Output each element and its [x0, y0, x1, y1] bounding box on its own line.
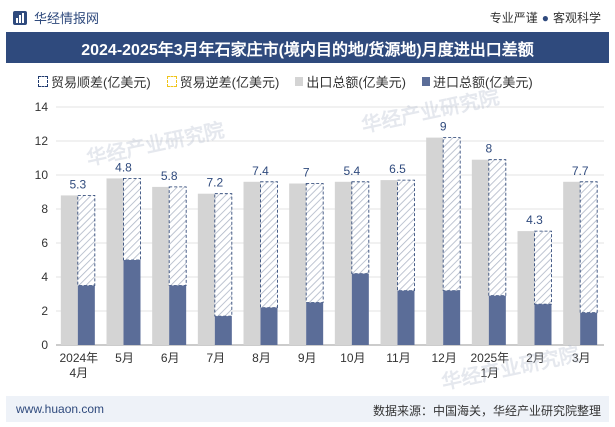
surplus-data-label: 4.3 [526, 213, 543, 227]
footer: www.huaon.com 数据来源：中国海关，华经产业研究院整理 [6, 396, 609, 422]
surplus-bar [579, 181, 598, 314]
surplus-data-label: 5.8 [161, 169, 178, 183]
x-tick-label: 9月 [298, 351, 317, 365]
surplus-data-label: 5.4 [343, 164, 360, 178]
surplus-bar [442, 137, 461, 291]
surplus-data-label: 8 [485, 142, 492, 156]
import-bar [488, 295, 506, 345]
export-bar [289, 183, 307, 345]
slogan: 专业严谨 ● 客观科学 [490, 9, 601, 26]
surplus-data-label: 4.8 [115, 160, 132, 174]
export-bar [106, 178, 124, 345]
export-bar [334, 181, 352, 345]
import-bar [123, 260, 141, 345]
legend-item-import[interactable]: 进口总额(亿美元) [422, 72, 533, 91]
y-tick-label: 12 [35, 134, 49, 148]
slogan-left: 专业严谨 [489, 11, 538, 25]
export-bar [517, 231, 535, 345]
surplus-bar [534, 230, 552, 305]
surplus-bar [397, 179, 415, 291]
y-tick-label: 14 [35, 100, 49, 114]
export-bar [426, 137, 444, 345]
x-tick-label: 3月 [572, 351, 591, 365]
x-tick-label: 2月 [526, 351, 545, 365]
export-bar [60, 195, 78, 345]
brand[interactable]: 华经情报网 [12, 8, 99, 27]
footer-source: 数据来源：中国海关，华经产业研究院整理 [372, 404, 601, 418]
footer-url-link[interactable]: www.huaon.com [16, 402, 105, 416]
surplus-bar [77, 195, 96, 286]
chart-title-bar: 2024-2025年3月年石家庄市(境内目的地/货源地)月度进出口差额 [6, 32, 609, 63]
slogan-right: 客观科学 [552, 11, 601, 25]
legend-swatch-export [295, 77, 304, 86]
x-tick-label: 2024年 [59, 351, 98, 365]
surplus-data-label: 6.5 [389, 162, 406, 176]
import-bar [443, 290, 461, 345]
y-tick-label: 8 [41, 202, 48, 216]
import-bar [169, 285, 187, 345]
surplus-data-label: 7.7 [572, 164, 589, 178]
x-tick-label: 10月 [340, 351, 365, 365]
bar-chart: 5.3 4.8 5.8 7.2 7.4 7 5.4 6.5 9 8 4.3 7.7 0 2 4 6 8 10 12… [35, 100, 604, 380]
surplus-data-label: 5.3 [69, 177, 86, 191]
import-bar [260, 307, 278, 345]
x-tick-label: 4月 [69, 366, 88, 380]
export-bar [471, 159, 489, 345]
x-tick-label: 12月 [431, 351, 456, 365]
surplus-data-label: 7.2 [206, 176, 223, 190]
x-tick-label: 7月 [206, 351, 225, 365]
legend-swatch-deficit [166, 76, 177, 87]
bullet-icon: ● [541, 11, 549, 25]
chart-title: 2024-2025年3月年石家庄市(境内目的地/货源地)月度进出口差额 [81, 41, 534, 59]
import-bar [214, 316, 232, 345]
surplus-bar [260, 181, 278, 309]
y-tick-label: 6 [41, 236, 48, 250]
x-tick-label: 6月 [161, 351, 180, 365]
export-bar [243, 181, 261, 345]
export-bar [380, 180, 398, 345]
legend-item-export[interactable]: 出口总额(亿美元) [295, 72, 406, 91]
import-bar [351, 273, 369, 345]
legend-item-deficit[interactable]: 贸易逆差(亿美元) [166, 72, 280, 91]
export-bar [152, 186, 170, 345]
y-tick-label: 0 [41, 338, 48, 352]
surplus-bar [351, 181, 370, 275]
surplus-bar [168, 186, 187, 286]
legend-item-surplus[interactable]: 贸易顺差(亿美元) [38, 72, 151, 91]
x-tick-label: 11月 [386, 351, 410, 365]
chart-legend: 贸易顺差(亿美元) 贸易逆差(亿美元) 出口总额(亿美元) 进口总额(亿美元) [38, 72, 533, 91]
legend-label-deficit: 贸易逆差(亿美元) [179, 75, 280, 90]
y-tick-label: 10 [35, 168, 49, 182]
top-bar: 华经情报网 专业严谨 ● 客观科学 [0, 0, 615, 32]
surplus-data-label: 9 [440, 120, 447, 134]
import-bar [77, 285, 95, 345]
x-tick-label: 8月 [252, 351, 271, 365]
legend-label-import: 进口总额(亿美元) [433, 75, 533, 90]
surplus-data-label: 7.4 [252, 164, 269, 178]
brand-name: 华经情报网 [34, 11, 100, 26]
legend-label-export: 出口总额(亿美元) [306, 75, 407, 90]
x-tick-label: 2025年 [470, 351, 509, 365]
surplus-bar [488, 159, 507, 297]
import-bar [397, 290, 415, 345]
legend-swatch-surplus [38, 76, 48, 87]
surplus-data-label: 7 [303, 166, 310, 180]
x-tick-label: 1月 [480, 366, 499, 380]
import-bar [580, 312, 598, 345]
y-tick-label: 2 [41, 304, 48, 318]
import-bar [306, 302, 324, 345]
import-bar [534, 304, 552, 345]
surplus-bar [214, 193, 233, 317]
export-bar [197, 193, 215, 345]
export-bar [563, 181, 581, 345]
surplus-bar [305, 183, 324, 303]
legend-label-surplus: 贸易顺差(亿美元) [51, 75, 151, 90]
x-tick-label: 5月 [115, 351, 134, 365]
y-tick-label: 4 [41, 270, 48, 284]
brand-logo-icon [13, 10, 27, 25]
legend-swatch-import [422, 77, 431, 86]
surplus-bar [123, 178, 141, 261]
